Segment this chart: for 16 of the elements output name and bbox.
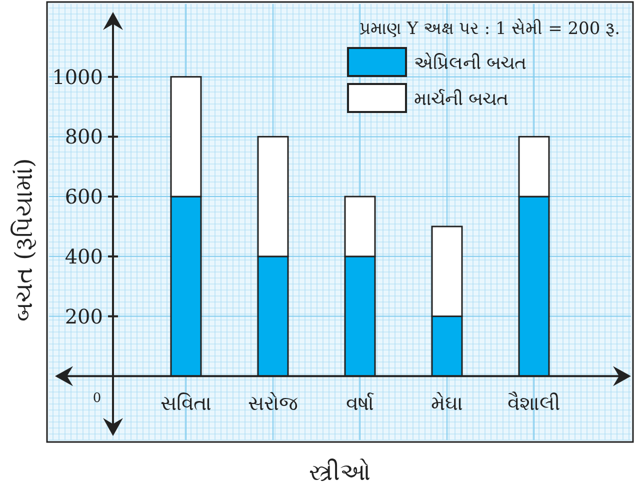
- x-tick-label: મેઘા: [431, 391, 463, 416]
- x-tick-label: સવિતા: [160, 391, 212, 416]
- y-axis-title: બચત (રૂપિયામાં): [10, 158, 38, 322]
- y-tick-label: 1000: [52, 64, 103, 89]
- text: 0: [92, 391, 102, 406]
- x-tick-label: વર્ષા: [346, 391, 374, 416]
- y-tick-label: 800: [64, 124, 103, 149]
- y-tick-label: 600: [64, 184, 103, 209]
- x-tick-label: વૈશાલી: [508, 391, 560, 416]
- y-tick-label: 200: [64, 304, 103, 328]
- legend-label: માર્ચની બચત: [414, 89, 509, 110]
- annotation: પ્રમાણ Y અક્ષ પર : 1 સેમી = 200 રૂ.: [360, 18, 620, 39]
- legend-label: એપ્રિલની બચત: [414, 53, 527, 74]
- y-tick-label: 400: [64, 244, 103, 268]
- x-axis-title: સ્ત્રીઓ: [309, 458, 371, 486]
- x-tick-label: સરોજ: [248, 391, 298, 416]
